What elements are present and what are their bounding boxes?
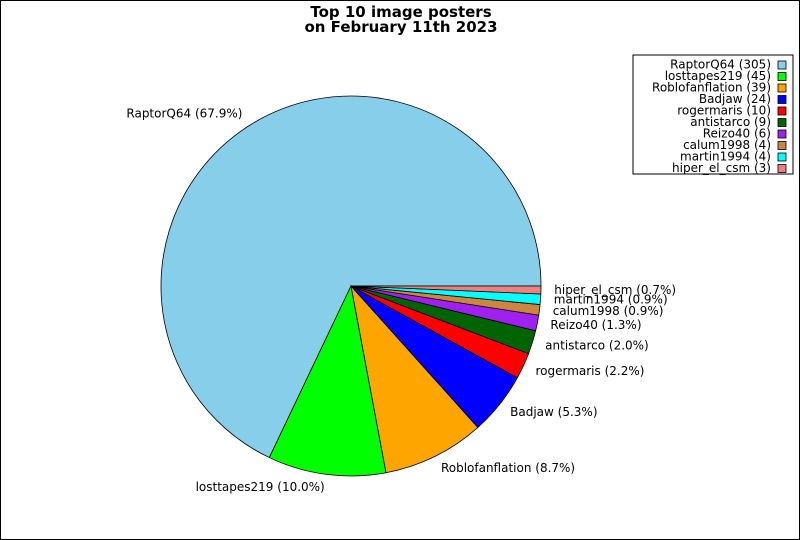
legend-swatch-reizo40 xyxy=(777,129,787,139)
slice-label-martin1994: martin1994 (0.9%) xyxy=(554,293,668,307)
legend-swatch-hiper-el-csm xyxy=(777,164,787,173)
legend-swatch-badjaw xyxy=(777,95,787,104)
slice-label-raptorq64: RaptorQ64 (67.9%) xyxy=(126,107,242,121)
legend-swatch-antistarco xyxy=(777,118,787,127)
legend-entry-losttapes219: losttapes219 (45) xyxy=(665,69,771,83)
legend-entry-hiper-el-csm: hiper_el_csm (3) xyxy=(672,161,771,175)
legend-entry-antistarco: antistarco (9) xyxy=(690,115,771,129)
slice-label-hiper-el-csm: hiper_el_csm (0.7%) xyxy=(554,283,676,297)
legend-entry-rogermaris: rogermaris (10) xyxy=(677,104,771,118)
legend-entry-martin1994: martin1994 (4) xyxy=(680,150,771,164)
legend-swatch-raptorq64 xyxy=(777,60,787,70)
legend-entry-badjaw: Badjaw (24) xyxy=(699,92,771,106)
legend-entry-raptorq64: RaptorQ64 (305) xyxy=(670,58,771,72)
slice-label-calum1998: calum1998 (0.9%) xyxy=(553,304,664,318)
pie-slice-roblofanflation xyxy=(350,284,479,474)
slice-label-antistarco: antistarco (2.0%) xyxy=(545,339,649,353)
legend-entry-reizo40: Reizo40 (6) xyxy=(703,127,771,141)
legend-swatch-rogermaris xyxy=(777,106,787,116)
slice-label-roblofanflation: Roblofanflation (8.7%) xyxy=(441,461,575,475)
pie-slice-hiper-el-csm xyxy=(350,285,542,295)
legend-swatch-losttapes219 xyxy=(777,72,787,81)
legend: RaptorQ64 (305)losttapes219 (45)Roblofan… xyxy=(632,54,794,175)
pie-slices xyxy=(160,95,542,477)
legend-entry-roblofanflation: Roblofanflation (39) xyxy=(652,81,771,95)
legend-swatch-calum1998 xyxy=(777,141,787,150)
slice-labels: RaptorQ64 (67.9%) losttapes219 (10.0%) Rob… xyxy=(126,107,676,494)
legend-swatch-roblofanflation xyxy=(777,83,787,93)
legend-box xyxy=(632,54,794,175)
chart-title-line: Top 10 image posters xyxy=(310,3,491,21)
slice-label-rogermaris: rogermaris (2.2%) xyxy=(535,364,644,378)
legend-swatch-martin1994 xyxy=(777,152,787,162)
legend-entry-calum1998: calum1998 (4) xyxy=(683,138,771,152)
slice-label-losttapes219: losttapes219 (10.0%) xyxy=(196,480,325,494)
pie-slice-losttapes219 xyxy=(268,284,387,477)
pie-slice-raptorq64 xyxy=(160,95,542,459)
slice-label-reizo40: Reizo40 (1.3%) xyxy=(550,318,641,332)
chart-title-line: on February 11th 2023 xyxy=(304,18,497,36)
slice-label-badjaw: Badjaw (5.3%) xyxy=(510,405,597,419)
